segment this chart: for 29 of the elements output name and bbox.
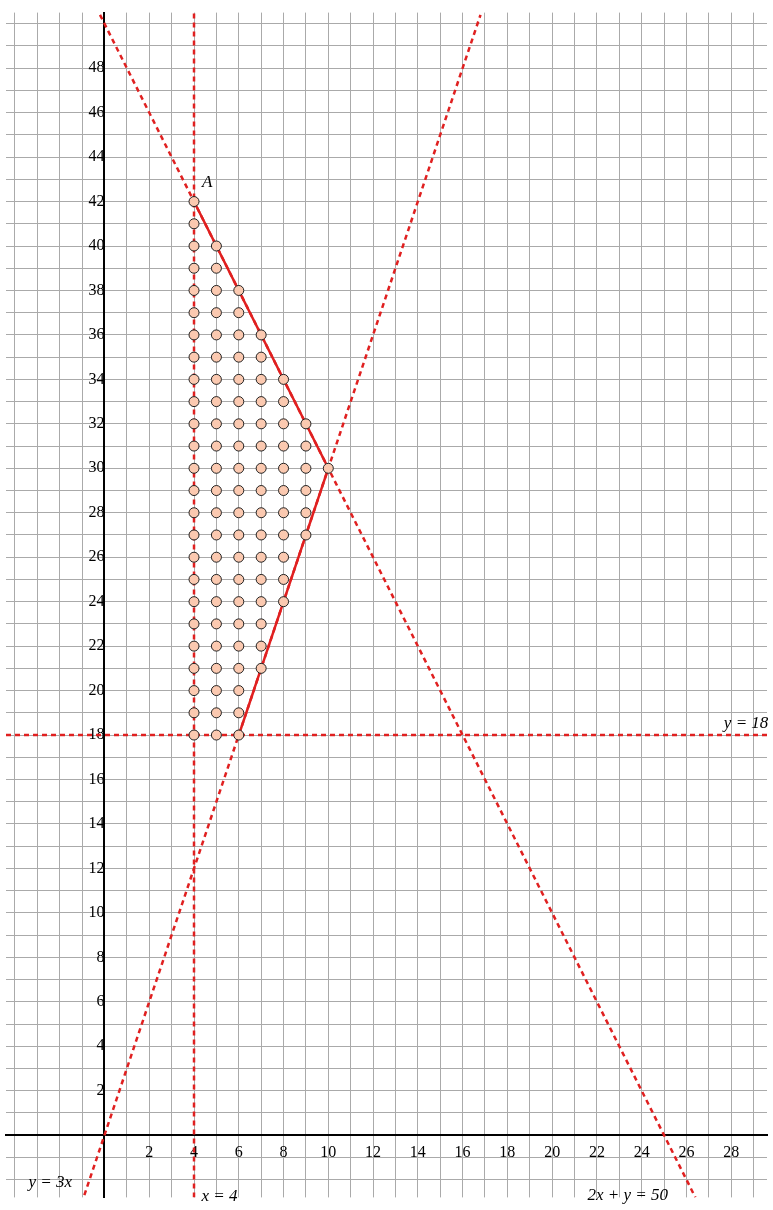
x-tick-label: 24 [633,1142,650,1160]
annotation: 2x + y = 50 [587,1184,669,1204]
x-tick-label: 8 [279,1142,288,1160]
x-tick-label: 14 [409,1142,426,1160]
x-tick-label: 28 [723,1142,740,1160]
x-tick-label: 18 [499,1142,516,1160]
x-tick-label: 16 [454,1142,471,1160]
annotation: y = 18 [721,713,769,733]
y-tick-label: 12 [88,858,105,876]
x-tick-label: 4 [190,1142,199,1160]
y-tick-label: 32 [88,414,105,432]
x-tick-label: 12 [365,1142,382,1160]
annotation: x = 4 [200,1186,239,1206]
x-tick-label: 6 [234,1142,243,1160]
y-tick-label: 22 [88,636,105,654]
annotation: A [200,172,213,192]
y-tick-label: 24 [88,591,105,609]
x-tick-label: 26 [678,1142,695,1160]
y-tick-label: 34 [88,369,105,387]
y-tick-label: 2 [96,1080,105,1098]
x-tick-label: 22 [588,1142,605,1160]
annotation: y = 3x [26,1171,73,1191]
x-tick-label: 10 [320,1142,337,1160]
y-tick-label: 14 [88,814,105,832]
x-tick-label: 20 [544,1142,561,1160]
y-tick-label: 42 [88,191,105,209]
y-tick-label: 4 [96,1036,105,1054]
y-tick-label: 44 [88,147,105,165]
x-tick-label: 2 [145,1142,154,1160]
